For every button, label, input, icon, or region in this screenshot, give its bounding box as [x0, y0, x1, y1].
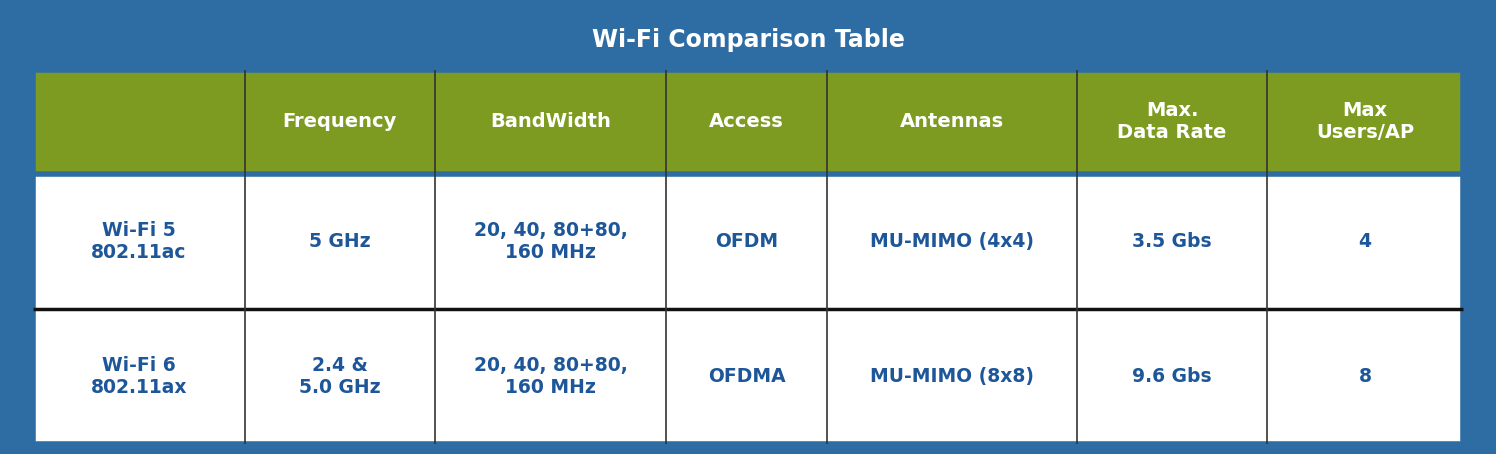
Text: 5 GHz: 5 GHz [308, 232, 371, 251]
Text: Frequency: Frequency [283, 113, 396, 132]
Text: Max
Users/AP: Max Users/AP [1316, 101, 1414, 143]
Text: 8: 8 [1358, 367, 1372, 386]
Text: MU-MIMO (8x8): MU-MIMO (8x8) [869, 367, 1034, 386]
Text: Antennas: Antennas [899, 113, 1004, 132]
Text: 20, 40, 80+80,
160 MHz: 20, 40, 80+80, 160 MHz [474, 221, 627, 262]
Text: 4: 4 [1358, 232, 1372, 251]
Text: Wi-Fi 5
802.11ac: Wi-Fi 5 802.11ac [91, 221, 187, 262]
Text: MU-MIMO (4x4): MU-MIMO (4x4) [869, 232, 1034, 251]
Bar [33, 174, 1463, 309]
Bar [33, 309, 1463, 444]
Text: OFDMA: OFDMA [708, 367, 785, 386]
Text: Wi-Fi Comparison Table: Wi-Fi Comparison Table [591, 28, 905, 52]
Text: Wi-Fi 6
802.11ax: Wi-Fi 6 802.11ax [90, 356, 187, 397]
Text: OFDM: OFDM [715, 232, 778, 251]
Text: 3.5 Gbs: 3.5 Gbs [1132, 232, 1212, 251]
Bar [33, 10, 1463, 70]
Text: BandWidth: BandWidth [491, 113, 610, 132]
Text: 2.4 &
5.0 GHz: 2.4 & 5.0 GHz [299, 356, 380, 397]
Text: Access: Access [709, 113, 784, 132]
Text: 9.6 Gbs: 9.6 Gbs [1132, 367, 1212, 386]
Bar [33, 70, 1463, 174]
Text: 20, 40, 80+80,
160 MHz: 20, 40, 80+80, 160 MHz [474, 356, 627, 397]
Text: Max.
Data Rate: Max. Data Rate [1118, 101, 1227, 143]
